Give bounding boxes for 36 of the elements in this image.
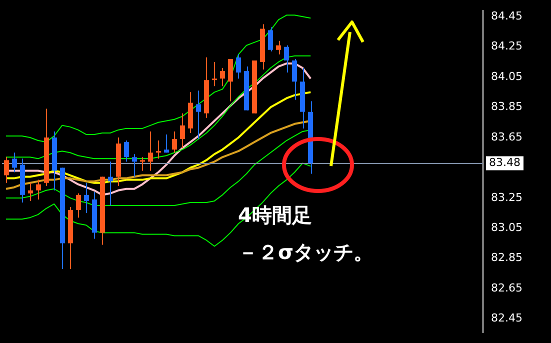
candlestick — [220, 68, 225, 87]
candlestick — [156, 140, 161, 160]
y-tick-label: 82.85 — [491, 251, 522, 264]
candlestick — [12, 152, 17, 173]
candlestick — [292, 58, 297, 100]
annotation: －２σタッチ。 — [238, 240, 374, 264]
y-tick-label: 83.05 — [491, 221, 522, 234]
candlestick — [108, 161, 113, 206]
candlestick — [164, 134, 169, 154]
candlestick — [180, 112, 185, 149]
candlestick — [28, 182, 33, 202]
candlestick — [132, 154, 137, 178]
candlestick — [36, 179, 41, 200]
candlestick — [212, 61, 217, 87]
candlestick — [172, 130, 177, 154]
candlestick — [268, 26, 273, 52]
candlestick — [228, 58, 233, 102]
candlestick — [236, 54, 241, 80]
candlestick — [276, 40, 281, 55]
candlestick — [196, 90, 201, 140]
y-tick-label: 83.65 — [491, 130, 522, 144]
candlestick — [76, 192, 81, 218]
y-tick-label: 82.45 — [491, 312, 522, 325]
candlestick — [4, 156, 9, 184]
candlestick — [148, 130, 153, 172]
y-tick-label: 84.25 — [491, 40, 522, 53]
candlestick — [84, 182, 89, 214]
y-tick-label: 84.45 — [491, 10, 522, 23]
y-tick-label: 83.25 — [491, 190, 522, 204]
ref-line-label: 83.48 — [489, 156, 520, 170]
y-tick-label: 84.05 — [491, 70, 522, 83]
candlestick — [140, 156, 145, 172]
candlestick — [284, 44, 289, 74]
y-tick-label: 82.65 — [491, 281, 522, 294]
y-tick-label: 83.85 — [491, 100, 522, 114]
candlestick — [124, 140, 129, 162]
